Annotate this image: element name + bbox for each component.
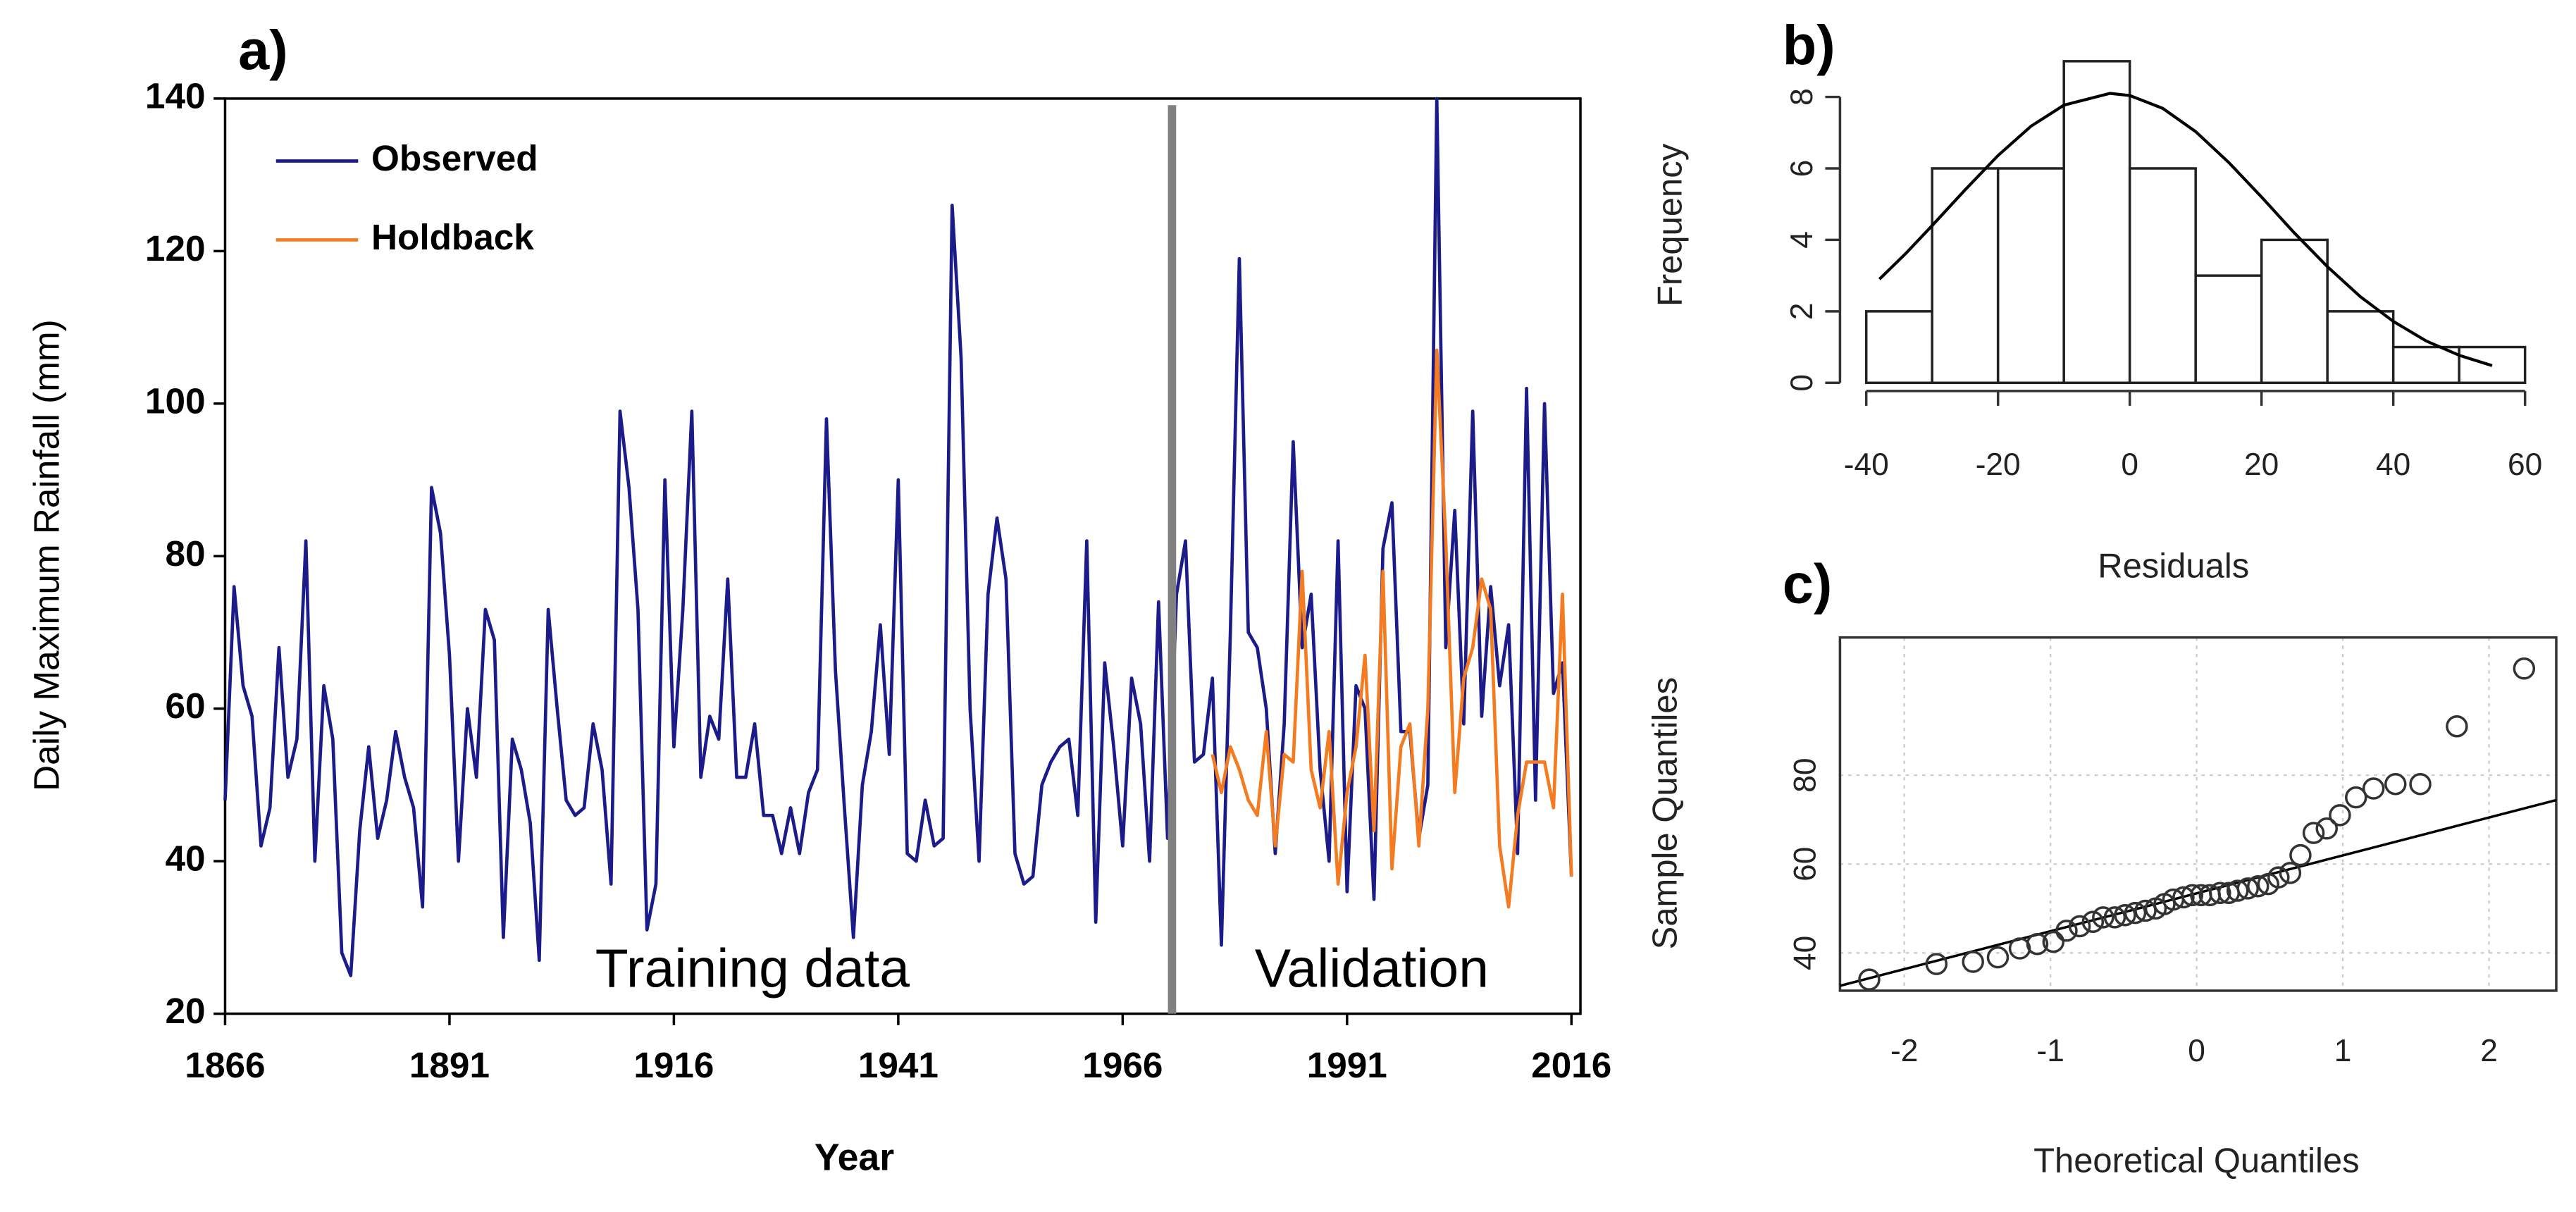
y-tick-label: 0 [1785, 374, 1819, 392]
qq-point [2124, 901, 2147, 925]
x-tick-label: 1941 [858, 1045, 939, 1085]
qq-point [2172, 886, 2195, 909]
qq-point [2209, 882, 2231, 904]
annotation: Training data [595, 939, 910, 999]
y-tick-label: 40 [1788, 936, 1822, 970]
histogram-bar [2128, 167, 2197, 385]
x-tick-label: -2 [1890, 1034, 1918, 1068]
x-tick-label: 1891 [409, 1045, 490, 1085]
x-tick-label: 1 [2334, 1034, 2352, 1068]
x-tick-label: 0 [2121, 447, 2138, 482]
x-axis-label: Theoretical Quantiles [2033, 1142, 2360, 1180]
panel-title: a) [238, 18, 287, 81]
qq-point [2289, 843, 2312, 867]
legend-label: Observed [371, 138, 538, 178]
qq-point [2026, 932, 2049, 956]
qq-point [2247, 875, 2270, 898]
x-tick-label: 20 [2244, 447, 2279, 482]
y-tick-label: 8 [1785, 88, 1819, 106]
plot-frame [1838, 636, 2558, 992]
x-tick-label: 40 [2376, 447, 2410, 482]
histogram-bar [2326, 310, 2395, 385]
histogram-bar [1931, 167, 2000, 385]
x-tick-label: 60 [2508, 447, 2542, 482]
qq-point [2042, 930, 2065, 953]
x-tick-label: 0 [2188, 1034, 2205, 1068]
qq-point [2092, 906, 2114, 929]
x-tick-label: -20 [1976, 447, 2021, 482]
y-tick-label: 80 [1788, 758, 1822, 792]
qq-point [2236, 877, 2259, 900]
histogram-bar [2391, 345, 2460, 385]
qq-point [2362, 777, 2385, 800]
histogram-bar [1996, 167, 2065, 385]
density-curve [1878, 92, 2493, 367]
x-tick-label: -1 [2036, 1034, 2064, 1068]
y-tick-label: 2 [1785, 303, 1819, 321]
qq-point [2134, 899, 2157, 922]
y-tick-label: 140 [145, 75, 206, 116]
x-tick-label: 1966 [1082, 1045, 1163, 1085]
qq-point [1986, 946, 2010, 969]
y-axis-label: Frequency [1652, 143, 1690, 307]
qq-point [2055, 920, 2078, 942]
x-axis-label: Residuals [2098, 548, 2249, 586]
qq-point [2329, 804, 2351, 827]
x-tick-label: 1991 [1307, 1045, 1387, 1085]
y-tick-label: 60 [165, 686, 205, 726]
y-tick-label: 60 [1788, 847, 1822, 882]
qq-point [2345, 786, 2367, 809]
qq-point [2409, 772, 2432, 796]
panel-title: c) [1783, 552, 1832, 615]
annotation: Validation [1255, 939, 1489, 999]
y-tick-label: 120 [145, 228, 206, 268]
qq-point [2081, 910, 2105, 933]
qq-point [2315, 817, 2338, 840]
y-tick-label: 4 [1785, 231, 1819, 249]
y-tick-label: 100 [145, 381, 206, 421]
qq-point [2513, 657, 2536, 680]
qq-point [1925, 953, 1948, 975]
qq-point [1858, 968, 1881, 991]
x-axis-label: Year [815, 1136, 894, 1178]
qq-point [2103, 906, 2126, 929]
panel-title: b) [1783, 13, 1835, 76]
qq-point [2446, 715, 2468, 738]
histogram-bar [2260, 238, 2329, 385]
x-tick-label: 1866 [185, 1045, 265, 1085]
histogram-bar [2194, 274, 2263, 385]
y-tick-label: 80 [165, 533, 205, 574]
y-tick-label: 40 [165, 839, 205, 879]
qq-point [2226, 879, 2249, 902]
series-line [1210, 348, 1573, 909]
qq-point [2068, 915, 2091, 938]
qq-point [2302, 822, 2325, 844]
y-tick-label: 6 [1785, 160, 1819, 178]
series-line [223, 97, 1573, 977]
x-tick-label: 1916 [633, 1045, 714, 1085]
histogram-bar [2062, 60, 2131, 385]
histogram-bar [1864, 310, 1933, 385]
y-axis-label: Sample Quantiles [1647, 677, 1685, 949]
reference-line [1839, 798, 2557, 987]
qq-point [1962, 951, 1984, 973]
qq-point [2114, 904, 2136, 927]
x-tick-label: -40 [1844, 447, 1889, 482]
x-tick-label: 2 [2480, 1034, 2498, 1068]
qq-point [2267, 866, 2290, 889]
qq-point [2181, 884, 2204, 907]
qq-point [2384, 772, 2407, 796]
qq-point [2279, 862, 2302, 884]
legend-label: Holdback [371, 217, 534, 257]
x-tick-label: 2016 [1531, 1045, 1611, 1085]
y-axis-label: Daily Maximum Rainfall (mm) [27, 319, 67, 791]
y-tick-label: 20 [165, 991, 205, 1031]
